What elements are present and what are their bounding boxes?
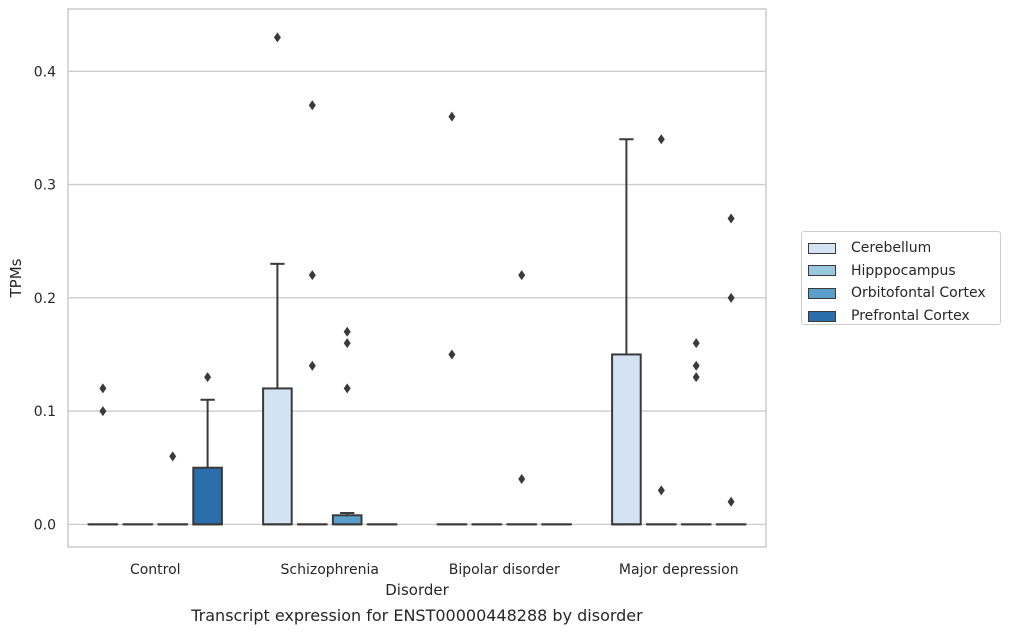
outlier-point [657,485,665,496]
outlier-point [343,338,351,349]
outlier-point [308,270,316,281]
x-tick-label: Bipolar disorder [449,562,560,578]
x-tick-label: Schizophrenia [281,562,379,578]
legend-item-hippocampus: Hipppocampus [808,260,1000,283]
legend-item-cerebellum: Cerebellum [808,237,1000,260]
outlier-point [518,474,526,485]
legend-label-orbitofrontal: Orbitofontal Cortex [851,285,986,302]
outlier-point [169,451,177,462]
y-tick-label: 0.4 [34,64,56,80]
legend-label-cerebellum: Cerebellum [851,240,932,257]
y-tick-label: 0.2 [34,291,56,307]
legend-label-prefrontal: Prefrontal Cortex [851,308,970,325]
box-prefrontal-cortex [192,466,223,526]
outlier-point [727,213,735,224]
outlier-point [727,292,735,303]
outlier-point [692,338,700,349]
outlier-point [308,100,316,111]
x-tick-label: Major depression [619,562,739,578]
legend-swatch-hippocampus [808,265,836,277]
box-cerebellum [262,387,293,526]
legend-swatch-cerebellum [808,242,836,254]
outlier-point [273,32,281,43]
box-cerebellum [611,353,642,526]
legend-swatch-orbitofrontal [808,287,836,299]
legend-swatch-prefrontal [808,310,836,322]
box-orbitofontal-cortex [331,514,363,526]
outlier-point [518,270,526,281]
outlier-point [692,360,700,371]
outlier-point [448,111,456,122]
y-axis-label: TPMs [7,258,25,298]
y-tick-label: 0.1 [34,404,56,420]
outlier-point [692,372,700,383]
outlier-point [99,406,107,417]
outlier-point [343,326,351,337]
legend-item-prefrontal: Prefrontal Cortex [808,305,1000,328]
chart-caption: Transcript expression for ENST0000044828… [191,606,643,625]
chart-legend: Cerebellum Hipppocampus Orbitofontal Cor… [801,231,1001,325]
outlier-point [204,372,212,383]
outlier-point [99,383,107,394]
x-tick-label: Control [130,562,181,578]
y-tick-label: 0.3 [34,178,56,194]
outlier-point [657,134,665,145]
outlier-point [448,349,456,360]
legend-label-hippocampus: Hipppocampus [851,262,956,279]
x-axis-label: Disorder [385,581,449,599]
outlier-point [308,360,316,371]
outlier-point [343,383,351,394]
y-tick-label: 0.0 [34,517,56,533]
plot-frame [67,8,767,548]
legend-item-orbitofrontal: Orbitofontal Cortex [808,282,1000,305]
outlier-point [727,496,735,507]
